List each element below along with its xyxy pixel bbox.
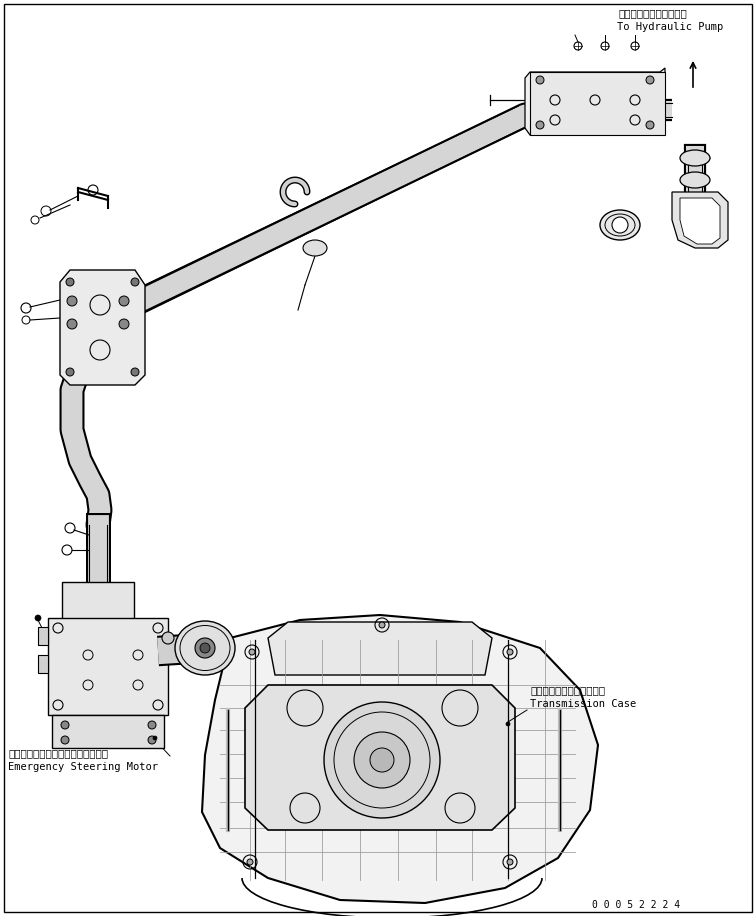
Circle shape (200, 643, 210, 653)
Circle shape (35, 615, 41, 621)
Circle shape (506, 722, 510, 726)
Circle shape (67, 296, 77, 306)
Polygon shape (672, 192, 728, 248)
Polygon shape (268, 622, 492, 675)
Circle shape (119, 319, 129, 329)
Circle shape (148, 736, 156, 744)
Polygon shape (62, 582, 134, 625)
Bar (38, 655, 48, 673)
Circle shape (536, 76, 544, 84)
Text: To Hydraulic Pump: To Hydraulic Pump (617, 22, 723, 32)
Circle shape (131, 278, 139, 286)
Polygon shape (202, 615, 598, 903)
Ellipse shape (680, 172, 710, 188)
Circle shape (61, 721, 69, 729)
Ellipse shape (175, 621, 235, 675)
Polygon shape (245, 685, 515, 830)
Circle shape (507, 649, 513, 655)
Text: 0 0 0 5 2 2 2 4: 0 0 0 5 2 2 2 4 (592, 900, 680, 910)
Circle shape (66, 278, 74, 286)
Circle shape (195, 638, 215, 658)
Circle shape (646, 76, 654, 84)
Polygon shape (525, 68, 665, 135)
Circle shape (148, 721, 156, 729)
Circle shape (507, 859, 513, 865)
Circle shape (646, 121, 654, 129)
Circle shape (249, 649, 255, 655)
Polygon shape (680, 198, 720, 244)
Text: ハイドロリックポンプへ: ハイドロリックポンプへ (618, 8, 686, 18)
Circle shape (536, 121, 544, 129)
Polygon shape (48, 618, 168, 715)
Circle shape (119, 296, 129, 306)
Circle shape (379, 622, 385, 628)
Circle shape (247, 859, 253, 865)
Circle shape (131, 368, 139, 376)
Text: トランスミッションケース: トランスミッションケース (530, 685, 605, 695)
Circle shape (66, 368, 74, 376)
Bar (38, 627, 48, 645)
Circle shape (67, 319, 77, 329)
Circle shape (354, 732, 410, 788)
Circle shape (162, 632, 174, 644)
Circle shape (370, 748, 394, 772)
Ellipse shape (680, 150, 710, 166)
Polygon shape (60, 270, 145, 385)
Ellipse shape (303, 240, 327, 256)
Bar (530, 72, 665, 135)
Polygon shape (52, 715, 164, 748)
Ellipse shape (600, 210, 640, 240)
Text: Emergency Steering Motor: Emergency Steering Motor (8, 762, 158, 772)
Circle shape (61, 736, 69, 744)
Circle shape (612, 217, 628, 233)
Text: Transmission Case: Transmission Case (530, 699, 637, 709)
Text: エマージェンシステアリングモータ: エマージェンシステアリングモータ (8, 748, 108, 758)
Circle shape (153, 736, 157, 740)
Circle shape (324, 702, 440, 818)
